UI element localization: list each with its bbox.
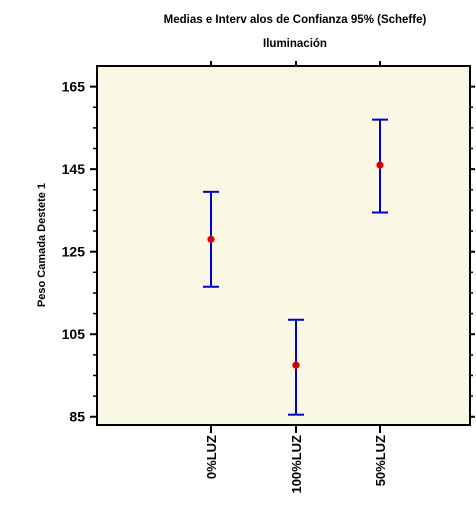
x-category-label: 0%LUZ <box>204 435 219 479</box>
y-tick-label: 125 <box>62 244 86 260</box>
mean-point <box>376 161 384 169</box>
mean-point <box>292 361 300 369</box>
y-tick-label: 145 <box>62 161 86 177</box>
y-tick-label: 165 <box>62 79 86 95</box>
y-tick-label: 105 <box>62 326 86 342</box>
chart-subtitle: Iluminación <box>263 38 327 50</box>
plot-area <box>96 65 471 426</box>
x-axis: 0%LUZ 100%LUZ 50%LUZ <box>204 61 388 494</box>
interval-marks <box>203 118 388 416</box>
chart-title: Medias e Interv alos de Confianza 95% (S… <box>164 14 427 26</box>
y-axis: 85 105 125 145 165 <box>62 79 475 425</box>
y-tick-label: 85 <box>69 409 85 425</box>
x-category-label: 50%LUZ <box>373 435 388 486</box>
mean-point <box>207 235 215 244</box>
y-axis-label: Peso Camada Destete 1 <box>36 183 48 307</box>
x-category-label: 100%LUZ <box>289 435 304 494</box>
